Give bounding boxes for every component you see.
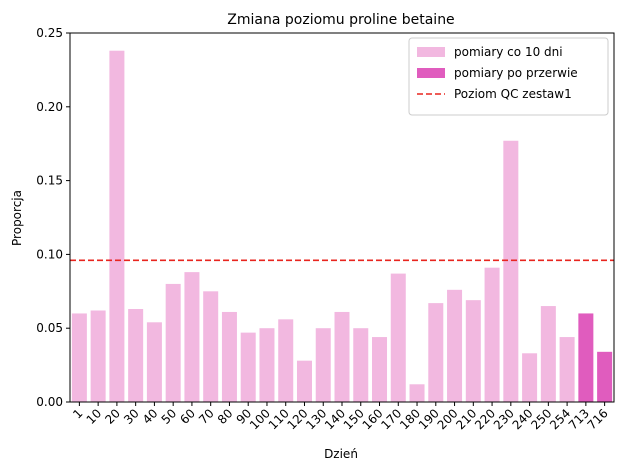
bar-200 bbox=[447, 289, 463, 402]
bar-250 bbox=[540, 306, 556, 402]
bar-220 bbox=[484, 267, 500, 402]
y-tick-label: 0.20 bbox=[36, 100, 63, 114]
chart-title: Zmiana poziomu proline betaine bbox=[227, 12, 454, 28]
y-tick-label: 0.15 bbox=[36, 174, 63, 188]
bar-110 bbox=[278, 319, 294, 402]
bar-716 bbox=[597, 351, 613, 402]
x-tick-label: 60 bbox=[177, 406, 198, 427]
bar-140 bbox=[334, 311, 350, 402]
x-axis-label: Dzień bbox=[324, 447, 358, 461]
bar-254 bbox=[559, 337, 575, 402]
bar-100 bbox=[259, 328, 275, 402]
bar-60 bbox=[184, 272, 200, 402]
legend-entry-break-label: pomiary po przerwie bbox=[454, 66, 578, 80]
legend-entry-regular-label: pomiary co 10 dni bbox=[454, 45, 563, 59]
y-tick-label: 0.10 bbox=[36, 247, 63, 261]
bar-120 bbox=[296, 360, 312, 402]
y-tick-label: 0.00 bbox=[36, 395, 63, 409]
x-tick-label: 1 bbox=[70, 406, 85, 421]
bar-170 bbox=[390, 273, 406, 402]
legend-entry-break-swatch bbox=[417, 68, 445, 78]
legend-entry-regular-swatch bbox=[417, 47, 445, 57]
y-axis: 0.00 0.05 0.10 0.15 0.20 0.25 bbox=[36, 26, 70, 409]
bar-130 bbox=[315, 328, 331, 402]
bar-160 bbox=[372, 337, 388, 402]
x-tick-label: 80 bbox=[215, 406, 236, 427]
bar-150 bbox=[353, 328, 369, 402]
x-tick-label: 40 bbox=[140, 406, 161, 427]
bar-190 bbox=[428, 303, 444, 402]
bar-40 bbox=[146, 322, 162, 402]
y-tick-label: 0.25 bbox=[36, 26, 63, 40]
bar-210 bbox=[465, 300, 481, 402]
x-axis: 1102030405060708090100110120130140150160… bbox=[70, 402, 611, 432]
x-tick-label: 50 bbox=[159, 406, 180, 427]
bar-70 bbox=[203, 291, 219, 402]
x-tick-label: 20 bbox=[102, 406, 123, 427]
legend-box bbox=[408, 37, 609, 116]
bar-50 bbox=[165, 283, 181, 402]
bar-240 bbox=[522, 353, 538, 402]
bar-10 bbox=[90, 310, 106, 402]
legend-entry-qc-label: Poziom QC zestaw1 bbox=[454, 87, 572, 101]
bar-180 bbox=[409, 384, 425, 402]
y-tick-label: 0.05 bbox=[36, 321, 63, 335]
bar-713 bbox=[578, 313, 594, 402]
y-axis-label: Proporcja bbox=[10, 190, 24, 246]
bar-90 bbox=[240, 332, 256, 402]
bar-20 bbox=[109, 50, 125, 402]
legend: pomiary co 10 dni pomiary po przerwie Pozi… bbox=[408, 37, 609, 116]
bar-30 bbox=[128, 309, 144, 402]
plot-area bbox=[69, 32, 615, 403]
bar-80 bbox=[221, 311, 237, 402]
bar-230 bbox=[503, 140, 519, 403]
bar-1 bbox=[71, 313, 87, 402]
x-tick-label: 30 bbox=[121, 406, 142, 427]
x-tick-label: 716 bbox=[585, 406, 611, 432]
x-tick-label: 70 bbox=[196, 406, 217, 427]
x-tick-label: 10 bbox=[84, 406, 105, 427]
